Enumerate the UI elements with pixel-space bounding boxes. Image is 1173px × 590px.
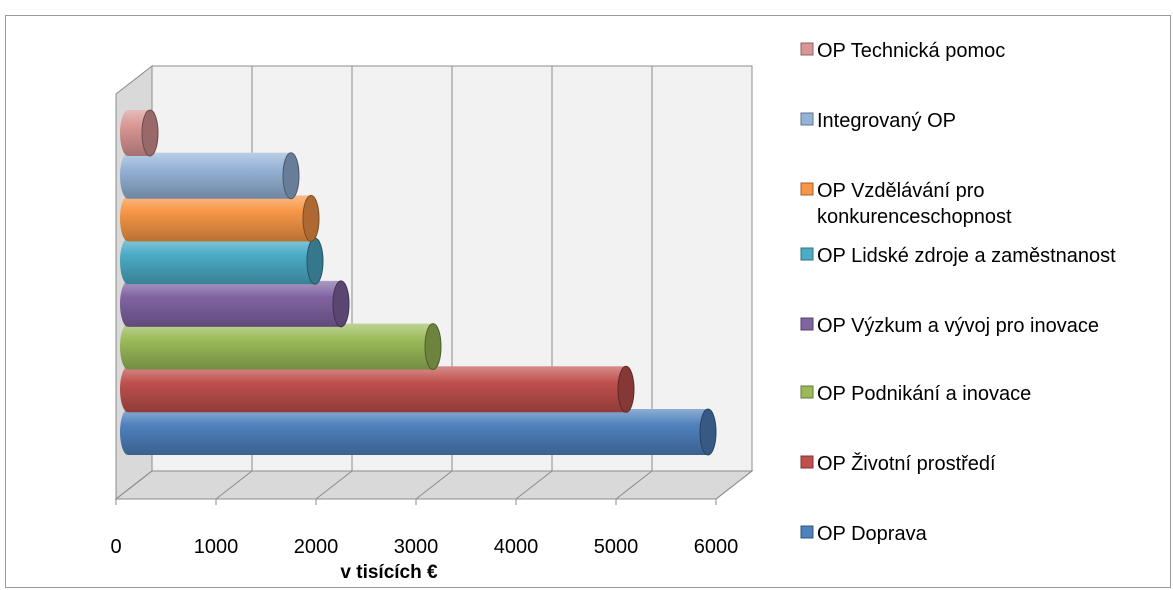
legend-item: OP Životní prostředí [800, 452, 996, 475]
floor-gridline [415, 470, 453, 500]
bar-start-cap [120, 409, 136, 455]
bar-5 [120, 237, 324, 285]
bar-1 [120, 408, 717, 456]
x-tick-label: 6000 [694, 536, 739, 558]
legend-label: OP Podnikání a inovace [817, 383, 1031, 405]
legend-item: OP Výzkum a vývoj pro inovace [800, 315, 1099, 337]
legend-label: OP Vzdělávání pro [817, 180, 985, 202]
bar-end-cap [699, 408, 717, 456]
legend-label: OP Výzkum a vývoj pro inovace [817, 315, 1099, 337]
legend-item: OP Technická pomoc [800, 40, 1005, 62]
bar-end-cap [617, 365, 635, 413]
x-tick-label: 0 [110, 536, 121, 558]
legend-swatch [800, 385, 814, 399]
legend: OP Technická pomoc Integrovaný OP OP Vzděl… [800, 40, 1116, 545]
bar-3 [120, 323, 442, 371]
x-tick-labels: 0 1000 2000 3000 4000 5000 6000 [110, 536, 738, 558]
bar-7 [120, 152, 300, 200]
legend-item: OP Doprava [800, 523, 928, 545]
bar-end-cap [141, 109, 159, 157]
bar-2 [120, 365, 635, 413]
legend-swatch [800, 247, 814, 261]
floor-gridline [515, 470, 553, 500]
legend-item: OP Lidské zdroje a zaměstnanost [800, 245, 1116, 267]
legend-label-cont: konkurenceschopnost [817, 206, 1012, 228]
bar-start-cap [120, 152, 136, 199]
bar-start-cap [120, 110, 136, 156]
legend-label: OP Technická pomoc [817, 40, 1005, 62]
legend-swatch [800, 112, 814, 126]
legend-label: OP Životní prostředí [817, 452, 996, 475]
bar-4 [120, 280, 350, 328]
bar-end-cap [282, 152, 300, 200]
legend-item: OP Podnikání a inovace [800, 383, 1031, 405]
bar-body [128, 195, 311, 242]
legend-item: Integrovaný OP [800, 110, 956, 132]
legend-label: OP Doprava [817, 523, 928, 545]
bar-start-cap [120, 195, 136, 242]
bar-end-cap [424, 323, 442, 371]
bar-end-cap [332, 280, 350, 328]
bar-body [128, 366, 626, 413]
legend-label: OP Lidské zdroje a zaměstnanost [817, 245, 1116, 267]
legend-swatch [800, 317, 814, 331]
floor-gridline [615, 470, 653, 500]
legend-swatch [800, 455, 814, 469]
bar-body [128, 238, 315, 285]
legend-swatch [800, 182, 814, 196]
floor-gridline [715, 470, 753, 500]
x-tick-label: 4000 [494, 536, 539, 558]
bar-6 [120, 194, 320, 242]
legend-swatch [800, 525, 814, 539]
bar-start-cap [120, 238, 136, 285]
bars-group [120, 109, 717, 456]
floor-gridline [115, 470, 153, 500]
floor-gridline [315, 470, 353, 500]
legend-label: Integrovaný OP [817, 110, 956, 132]
x-axis-label: v tisících € [340, 562, 438, 583]
bar-body [128, 323, 433, 370]
bar-8 [120, 109, 159, 157]
legend-item: OP Vzdělávání pro konkurenceschopnost [800, 180, 1012, 228]
bar-body [128, 409, 708, 455]
bar-body [128, 152, 291, 199]
legend-swatch [800, 42, 814, 56]
x-tick-label: 2000 [294, 536, 339, 558]
bar-start-cap [120, 280, 136, 327]
x-tick-label: 1000 [194, 536, 239, 558]
bar-body [128, 280, 341, 327]
x-tick-label: 3000 [394, 536, 439, 558]
bar-start-cap [120, 323, 136, 370]
bar-end-cap [302, 194, 320, 242]
bar-end-cap [306, 237, 324, 285]
floor-gridline [215, 470, 253, 500]
bar-start-cap [120, 366, 136, 413]
x-tick-label: 5000 [594, 536, 639, 558]
